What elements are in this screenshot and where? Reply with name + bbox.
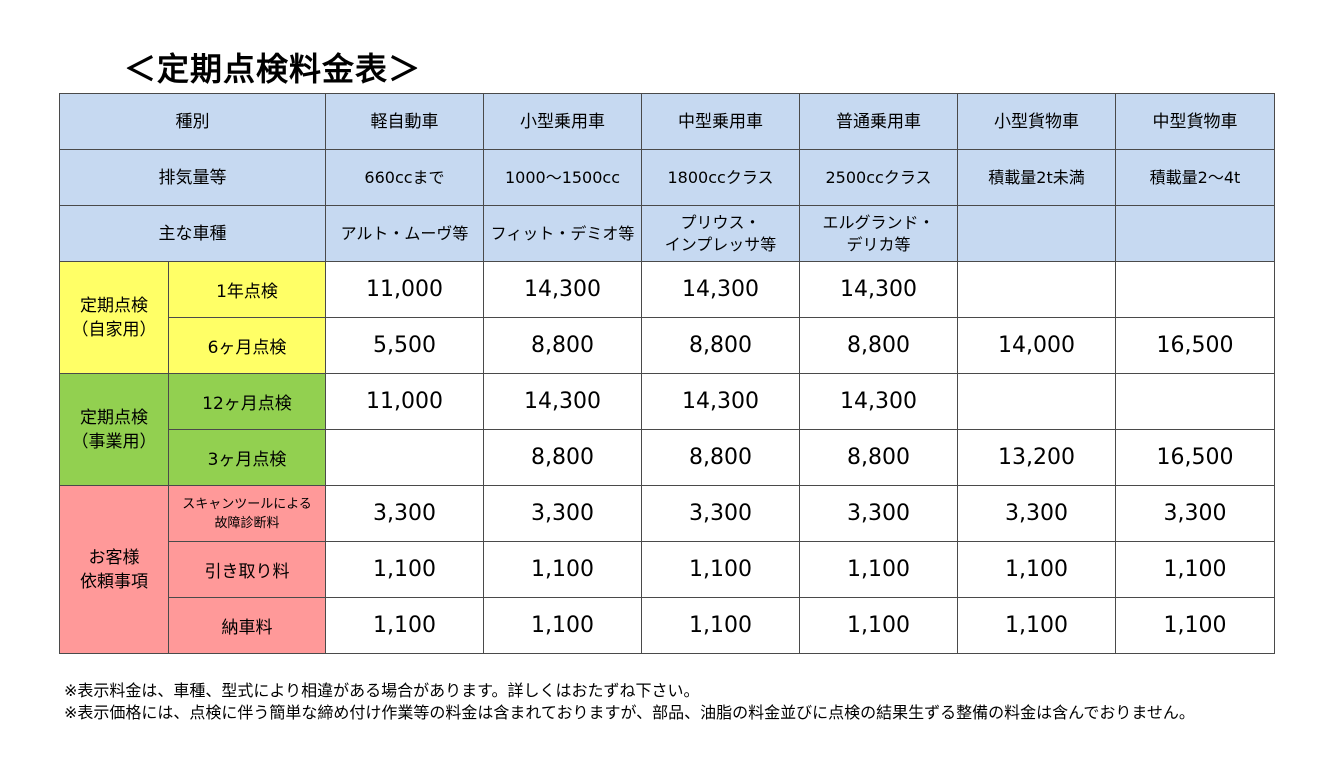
price-cell: 8,800: [483, 429, 642, 486]
table-row: 定期点検 （事業用） 12ヶ月点検 11,000 14,300 14,300 14,300: [59, 373, 1275, 486]
price-cell: 11,000: [325, 261, 484, 318]
header-cell: アルト・ムーヴ等: [325, 205, 484, 262]
price-cell: 16,500: [1115, 429, 1275, 486]
price-cell: 3,300: [957, 485, 1116, 542]
header-cell: 普通乗用車: [799, 93, 958, 150]
table-row: 納車料 1,100 1,100 1,100 1,100 1,100 1,100: [60, 597, 1275, 654]
header-cell: [1115, 205, 1275, 262]
price-cell: 3,300: [483, 485, 642, 542]
price-cell: 1,100: [325, 597, 484, 654]
header-cell: 積載量2〜4t: [1115, 149, 1275, 206]
price-cell: 1,100: [641, 597, 800, 654]
price-cell: 1,100: [483, 541, 642, 598]
header-cell: 軽自動車: [325, 93, 484, 150]
header-label: 主な車種: [59, 205, 326, 262]
fee-table: 種別 軽自動車 小型乗用車 中型乗用車 普通乗用車 小型貨物車 中型貨物車 排気量等 660cc…: [59, 93, 1275, 654]
notes: ※表示料金は、車種、型式により相違がある場合があります。詳しくはおたずね下さい。…: [64, 680, 1274, 724]
price-cell: 8,800: [483, 317, 642, 374]
inspection-label: 引き取り料: [168, 541, 326, 598]
price-cell: 1,100: [799, 597, 958, 654]
header-cell: エルグランド・ デリカ等: [799, 205, 958, 262]
category-label: 定期点検 （自家用）: [59, 261, 169, 374]
price-cell: 1,100: [957, 541, 1116, 598]
table-row: 6ヶ月点検 5,500 8,800 8,800 8,800 14,000 16,500: [60, 317, 1275, 374]
table-row: 定期点検 （自家用） 1年点検 11,000 14,300 14,300 14,300: [59, 261, 1275, 374]
category-label: 定期点検 （事業用）: [59, 373, 169, 486]
price-cell: 8,800: [799, 429, 958, 486]
header-cell: 小型貨物車: [957, 93, 1116, 150]
price-cell: 5,500: [325, 317, 484, 374]
price-cell: 14,300: [641, 261, 800, 318]
inspection-label: 1年点検: [168, 261, 326, 318]
page-title: ＜定期点検料金表＞: [124, 50, 422, 88]
header-label: 排気量等: [59, 149, 326, 206]
price-cell: 3,300: [1115, 485, 1275, 542]
price-cell: 8,800: [641, 317, 800, 374]
price-cell: 3,300: [641, 485, 800, 542]
header-label: 種別: [59, 93, 326, 150]
price-cell: 13,200: [957, 429, 1116, 486]
header-row-1: 種別 軽自動車 小型乗用車 中型乗用車 普通乗用車 小型貨物車 中型貨物車: [59, 93, 1275, 150]
price-cell: 1,100: [483, 597, 642, 654]
price-cell: 14,300: [483, 261, 642, 318]
header-cell: [957, 205, 1116, 262]
empty-cell: [957, 373, 1116, 430]
price-cell: 1,100: [325, 541, 484, 598]
header-cell: 1000〜1500cc: [483, 149, 642, 206]
note-2: ※表示価格には、点検に伴う簡単な締め付け作業等の料金は含まれておりますが、部品、…: [64, 703, 1195, 722]
empty-cell: [1115, 373, 1275, 430]
header-cell: プリウス・ インプレッサ等: [641, 205, 800, 262]
price-cell: 1,100: [1115, 597, 1275, 654]
note-1: ※表示料金は、車種、型式により相違がある場合があります。詳しくはおたずね下さい。: [64, 681, 700, 700]
header-cell: 中型貨物車: [1115, 93, 1275, 150]
header-cell: フィット・デミオ等: [483, 205, 642, 262]
header-cell: 小型乗用車: [483, 93, 642, 150]
header-cell: 中型乗用車: [641, 93, 800, 150]
empty-cell: [957, 261, 1116, 318]
price-cell: 8,800: [641, 429, 800, 486]
price-cell: 1,100: [957, 597, 1116, 654]
header-row-3: 主な車種 アルト・ムーヴ等 フィット・デミオ等 プリウス・ インプレッサ等 エルグランド・…: [59, 205, 1275, 262]
price-cell: 14,000: [957, 317, 1116, 374]
table-row: 3ヶ月点検 8,800 8,800 8,800 13,200 16,500: [60, 429, 1275, 486]
price-cell: 1,100: [799, 541, 958, 598]
price-cell: 14,300: [799, 261, 958, 318]
inspection-label: 6ヶ月点検: [168, 317, 326, 374]
price-cell: 3,300: [325, 485, 484, 542]
price-cell: 3,300: [799, 485, 958, 542]
price-cell: 16,500: [1115, 317, 1275, 374]
category-label: お客様 依頼事項: [59, 485, 169, 654]
price-cell: 1,100: [1115, 541, 1275, 598]
table-row: お客様 依頼事項 スキャンツールによる 故障診断料 3,300 3,300 3,300 3,3…: [59, 485, 1275, 654]
header-cell: 1800ccクラス: [641, 149, 800, 206]
inspection-label: 納車料: [168, 597, 326, 654]
price-cell: 8,800: [799, 317, 958, 374]
header-cell: 660ccまで: [325, 149, 484, 206]
empty-cell: [1115, 261, 1275, 318]
header-row-2: 排気量等 660ccまで 1000〜1500cc 1800ccクラス 2500ccクラス…: [59, 149, 1275, 206]
table-row: 引き取り料 1,100 1,100 1,100 1,100 1,100 1,100: [60, 541, 1275, 598]
header-cell: 積載量2t未満: [957, 149, 1116, 206]
inspection-label: スキャンツールによる 故障診断料: [168, 485, 326, 542]
price-cell: 1,100: [641, 541, 800, 598]
inspection-label: 3ヶ月点検: [168, 429, 326, 486]
header-cell: 2500ccクラス: [799, 149, 958, 206]
price-cell: 14,300: [799, 373, 958, 430]
inspection-label: 12ヶ月点検: [168, 373, 326, 430]
empty-cell: [325, 429, 484, 486]
price-cell: 11,000: [325, 373, 484, 430]
price-cell: 14,300: [641, 373, 800, 430]
price-cell: 14,300: [483, 373, 642, 430]
